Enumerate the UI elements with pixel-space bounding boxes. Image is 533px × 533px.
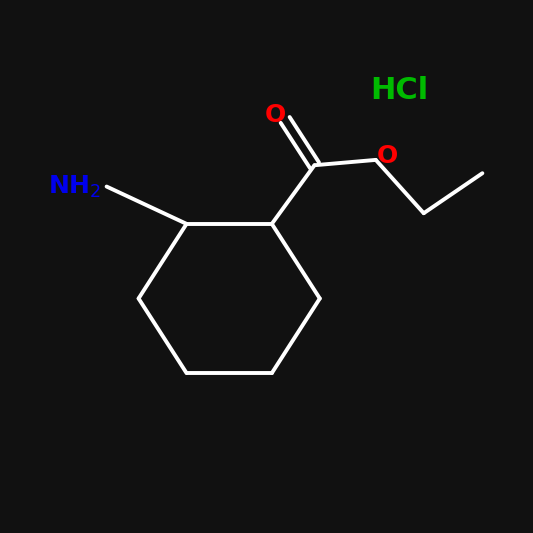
Text: HCl: HCl xyxy=(370,76,429,105)
Text: O: O xyxy=(377,143,398,168)
Text: NH$_2$: NH$_2$ xyxy=(49,173,101,200)
Text: O: O xyxy=(265,102,286,127)
